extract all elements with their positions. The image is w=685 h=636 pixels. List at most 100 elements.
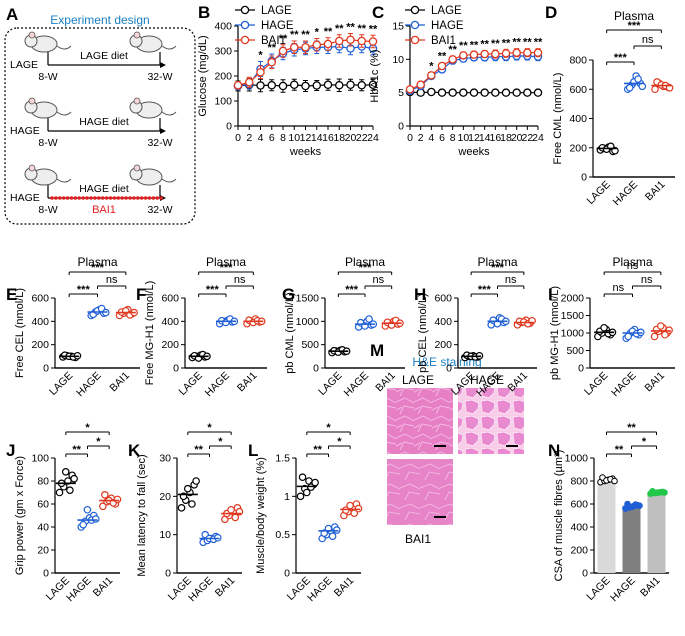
- data-point: [533, 88, 543, 97]
- significance-bracket: **: [65, 444, 88, 457]
- y-axis-label: Free MG-H1 (nmol/L): [144, 281, 156, 386]
- y-tick-label: 500: [566, 345, 584, 357]
- x-tick-label: 0: [235, 132, 241, 144]
- mouse-icon-end: [129, 31, 177, 53]
- data-point: [267, 81, 276, 90]
- y-tick-label: 300: [214, 46, 232, 58]
- panel-letter-k: K: [128, 441, 141, 460]
- significance-label: ***: [491, 262, 505, 274]
- y-tick-label: 0: [284, 568, 290, 580]
- data-point: [278, 46, 288, 56]
- y-tick-label: 600: [161, 293, 179, 305]
- legend: LAGE HAGE BAI1: [235, 5, 294, 47]
- data-point: [501, 88, 511, 97]
- mouse-icon-end: [129, 164, 177, 186]
- data-point: [405, 85, 415, 94]
- y-tick-label: 200: [214, 71, 232, 83]
- x-tick-label: 24: [532, 132, 544, 144]
- data-point: [437, 88, 447, 97]
- y-tick-label: 0: [398, 121, 404, 133]
- significance-bracket: ***: [198, 262, 254, 275]
- annotation-star: **: [290, 29, 299, 41]
- x-category-label: HAGE: [611, 179, 641, 209]
- x-tick-label: 12: [300, 132, 312, 144]
- significance-label: ns: [505, 274, 517, 286]
- x-category-label: BAI1: [213, 575, 238, 600]
- annotation-star: **: [480, 39, 489, 51]
- significance-label: *: [642, 436, 647, 448]
- x-tick-label: 6: [439, 132, 445, 144]
- end-week: 32-W: [147, 137, 172, 149]
- x-tick-label: 6: [269, 132, 275, 144]
- data-point: [636, 502, 643, 510]
- y-tick-label: 200: [434, 339, 452, 351]
- data-point: [267, 58, 276, 67]
- schematic-title: Experiment design: [50, 13, 149, 27]
- y-tick-label: 0: [581, 172, 587, 184]
- he-image-bai1: [387, 459, 453, 525]
- x-category-label: BAI1: [643, 179, 668, 204]
- legend-label: LAGE: [261, 5, 292, 17]
- x-category-label: BAI1: [638, 575, 663, 600]
- he-label-lage: LAGE: [402, 373, 434, 387]
- significance-label: ns: [106, 274, 118, 286]
- annotation-star: **: [470, 39, 479, 51]
- bai1-treatment-bar: [50, 196, 163, 200]
- x-category-label: LAGE: [176, 370, 204, 398]
- data-point: [101, 490, 109, 499]
- he-image-lage: [387, 388, 453, 454]
- significance-label: **: [627, 422, 636, 434]
- significance-label: ns: [613, 282, 625, 294]
- data-point: [289, 80, 299, 90]
- significance-bracket: *: [631, 436, 657, 449]
- legend-marker: [410, 20, 420, 30]
- annotation-star: **: [512, 37, 521, 49]
- x-tick-label: 10: [457, 132, 469, 144]
- significance-bracket: ns: [97, 274, 127, 289]
- data-point: [469, 88, 479, 97]
- data-point: [448, 88, 457, 97]
- series-lage: [233, 78, 378, 93]
- legend-label: HAGE: [431, 20, 464, 32]
- significance-label: *: [326, 422, 331, 434]
- chart-title: Plasma: [477, 255, 517, 269]
- y-tick-label: 1000: [565, 453, 589, 465]
- data-point: [301, 81, 310, 91]
- y-tick-label: 1500: [561, 310, 585, 322]
- diet-label: HAGE diet: [79, 183, 129, 195]
- y-tick-label: 600: [569, 84, 587, 96]
- significance-bracket: ns: [497, 274, 525, 289]
- x-category-label: HAGE: [203, 370, 233, 400]
- data-point: [651, 85, 659, 94]
- data-point: [611, 477, 618, 485]
- end-week: 32-W: [147, 204, 172, 216]
- significance-bracket: *: [65, 422, 110, 435]
- significance-label: **: [72, 444, 81, 456]
- x-tick-label: 4: [428, 132, 434, 144]
- chart-title: Plasma: [77, 255, 117, 269]
- arrow-head: [160, 62, 166, 68]
- data-point: [334, 36, 344, 46]
- y-tick-label: 1000: [561, 328, 585, 340]
- data-point: [346, 80, 355, 90]
- significance-bracket: ***: [68, 262, 127, 275]
- significance-label: ns: [627, 260, 639, 272]
- significance-label: ns: [234, 274, 246, 286]
- x-tick-label: 10: [288, 132, 300, 144]
- data-point: [448, 55, 457, 64]
- data-point: [480, 49, 489, 59]
- data-point: [469, 50, 479, 59]
- x-axis-label: weeks: [289, 146, 322, 158]
- series-bai1: [233, 33, 378, 90]
- significance-bracket: ***: [337, 262, 393, 275]
- data-point: [512, 88, 521, 97]
- data-point: [70, 474, 78, 483]
- panel-letter-m: M: [370, 341, 384, 360]
- data-point: [66, 486, 74, 495]
- chart-title: Plasma: [345, 255, 385, 269]
- significance-label: ns: [642, 34, 654, 46]
